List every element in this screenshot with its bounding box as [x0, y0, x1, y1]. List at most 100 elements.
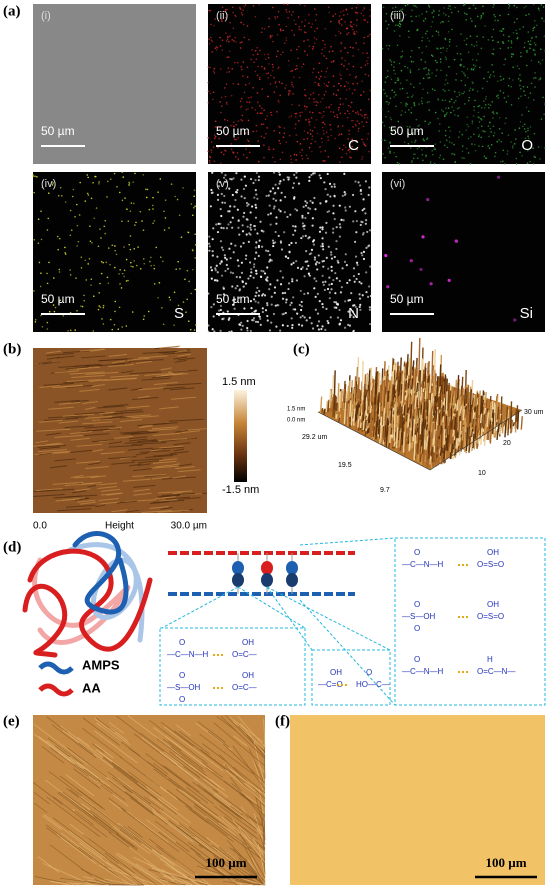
element-dot: [308, 45, 311, 48]
element-dot: [279, 210, 282, 213]
element-dot: [207, 66, 210, 68]
element-dot: [142, 318, 145, 321]
element-dot: [243, 175, 246, 178]
element-dot: [466, 147, 468, 150]
element-dot: [345, 8, 348, 10]
element-dot: [193, 195, 195, 198]
element-dot: [505, 117, 507, 119]
element-dot: [244, 282, 248, 285]
element-dot: [32, 175, 34, 178]
surface-spike: [458, 408, 462, 416]
element-dot: [421, 235, 425, 239]
element-dot: [283, 231, 286, 234]
scratch: [216, 716, 237, 732]
scratch: [127, 826, 143, 838]
element-dot: [350, 314, 353, 317]
element-dot: [460, 63, 462, 66]
surface-spike: [447, 382, 450, 408]
scratch: [209, 779, 226, 791]
element-dot: [214, 18, 217, 20]
surface-spike: [426, 422, 429, 435]
element-dot: [369, 89, 372, 92]
element-dot: [390, 63, 393, 66]
element-dot: [272, 66, 275, 68]
element-dot: [190, 292, 192, 295]
element-dot: [157, 297, 159, 299]
element-dot: [304, 19, 307, 21]
element-dot: [512, 145, 514, 147]
scratch: [45, 779, 95, 818]
element-dot: [242, 61, 245, 63]
interaction-box: [159, 627, 306, 706]
afm-texture: [114, 409, 143, 413]
surface-spike: [468, 426, 471, 438]
element-dot: [260, 229, 263, 232]
element-dot: [460, 33, 462, 35]
surface-spike: [382, 407, 386, 427]
surface-spike: [360, 414, 364, 423]
element-dot: [429, 121, 431, 124]
element-dot: [398, 62, 401, 65]
element-dot: [400, 69, 403, 72]
surface-spike: [386, 376, 389, 392]
element-dot: [303, 25, 306, 27]
scratch: [32, 782, 63, 805]
element-dot: [405, 105, 408, 107]
element-dot: [363, 7, 366, 9]
element-dot: [416, 147, 419, 150]
element-dot: [239, 6, 241, 9]
element-dot: [252, 130, 254, 133]
element-dot: [513, 21, 516, 24]
element-dot: [391, 130, 393, 132]
element-dot: [474, 65, 477, 67]
element-dot: [339, 226, 342, 229]
element-dot: [145, 196, 148, 199]
element-dot: [337, 126, 339, 128]
afm-texture: [127, 357, 150, 361]
element-dot: [338, 279, 341, 283]
afm-texture: [33, 494, 65, 498]
element-dot: [237, 219, 240, 223]
element-dot: [494, 151, 497, 154]
surface-spike: [453, 416, 457, 431]
surface-spike: [424, 367, 427, 389]
element-dot: [288, 134, 291, 137]
element-dot: [395, 155, 397, 158]
element-dot: [324, 160, 326, 162]
element-dot: [233, 40, 235, 42]
element-dot: [281, 276, 285, 279]
element-dot: [310, 117, 313, 119]
element-dot: [510, 46, 512, 49]
afm-texture: [40, 488, 75, 492]
element-dot: [360, 282, 363, 285]
element-dot: [300, 324, 304, 327]
element-dot: [394, 6, 397, 9]
scratch: [118, 863, 149, 886]
element-dot: [230, 242, 233, 245]
scratch: [98, 780, 126, 801]
surface-spike: [456, 375, 460, 400]
afm-texture: [171, 396, 196, 400]
element-dot: [319, 101, 322, 103]
element-dot: [328, 291, 331, 294]
element-dot: [530, 82, 533, 85]
scratch: [229, 872, 266, 886]
element-dot: [209, 66, 211, 69]
element-dot: [281, 151, 284, 154]
element-dot: [513, 4, 516, 7]
element-dot: [89, 225, 91, 228]
element-dot: [400, 114, 402, 116]
element-dot: [294, 127, 296, 130]
element-dot: [433, 162, 436, 165]
element-dot: [511, 146, 514, 149]
element-dot: [272, 148, 275, 151]
interaction-knot: [286, 561, 298, 575]
surface-spike: [505, 406, 509, 423]
scratch: [193, 803, 224, 827]
scratch: [145, 753, 190, 787]
element-dot: [212, 303, 215, 306]
surface-spike: [353, 388, 356, 412]
scratch: [119, 756, 161, 788]
element-dot: [267, 77, 270, 79]
afm-texture: [79, 348, 105, 352]
